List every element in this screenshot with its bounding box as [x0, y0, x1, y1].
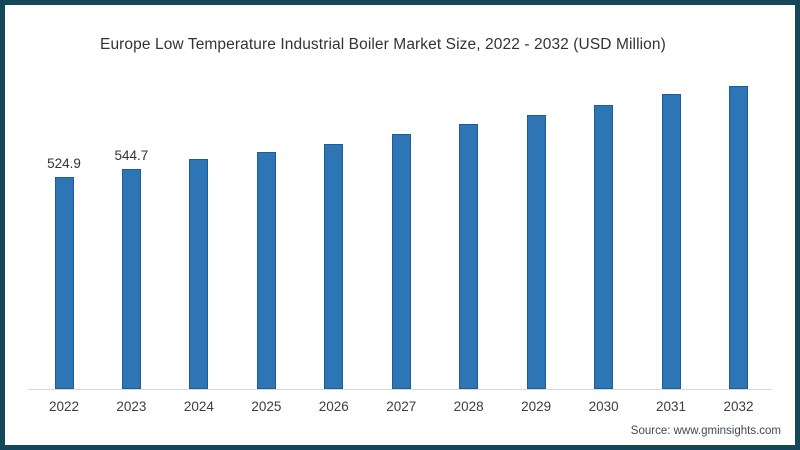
bar-2030 — [594, 105, 614, 389]
x-tick-label: 2022 — [48, 399, 80, 414]
bar-2024 — [189, 159, 209, 389]
x-tick-label: 2028 — [453, 399, 484, 414]
bar-2025 — [256, 152, 276, 389]
x-tick-label: 2031 — [656, 399, 687, 414]
x-tick-label: 2023 — [116, 399, 147, 414]
bar-2023 — [121, 169, 141, 389]
plot-area: 2022 524.9 2023 544.7 2024 2025 2026 2027 2028 20… — [5, 5, 795, 445]
x-tick-label: 2029 — [521, 399, 552, 414]
bar-value-label: 524.9 — [47, 156, 81, 171]
x-tick-label: 2024 — [183, 399, 214, 414]
bar-2028 — [459, 124, 479, 389]
bar-2029 — [526, 115, 546, 389]
x-tick-label: 2025 — [251, 399, 282, 414]
x-tick-label: 2027 — [386, 399, 417, 414]
bar-2032 — [729, 86, 748, 389]
x-tick-label: 2030 — [588, 399, 619, 414]
bar-2031 — [661, 94, 681, 389]
x-axis-line — [28, 389, 772, 390]
bar-2026 — [324, 144, 344, 389]
x-tick-label: 2026 — [318, 399, 349, 414]
bar-value-label: 544.7 — [114, 148, 149, 163]
x-tick-label: 2032 — [723, 399, 754, 414]
bar-2027 — [391, 134, 411, 389]
source-credit: Source: www.gminsights.com — [630, 425, 781, 437]
chart-title: Europe Low Temperature Industrial Boiler… — [100, 36, 666, 53]
bar-2022 — [54, 177, 74, 389]
